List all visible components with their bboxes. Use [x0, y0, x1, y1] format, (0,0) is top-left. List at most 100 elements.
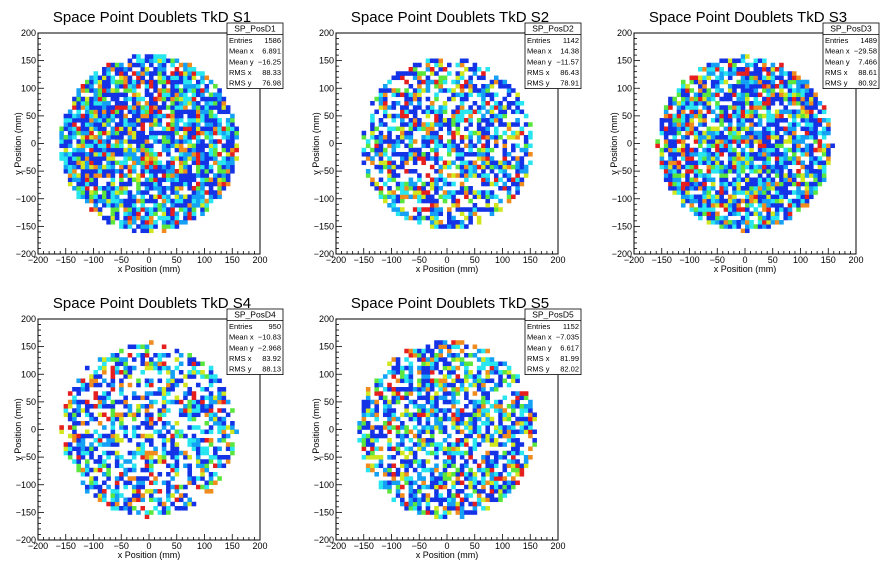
- heatmap-cell: [779, 135, 784, 140]
- heatmap-cell: [76, 194, 81, 200]
- heatmap-cell: [106, 181, 111, 187]
- heatmap-cell: [80, 455, 86, 460]
- heatmap-cell: [459, 514, 465, 520]
- heatmap-cell: [438, 58, 444, 64]
- heatmap-cell: [429, 370, 435, 375]
- heatmap-cell: [489, 421, 495, 426]
- heatmap-cell: [106, 109, 111, 115]
- heatmap-cell: [370, 455, 375, 460]
- heatmap-cell: [745, 139, 750, 144]
- heatmap-cell: [378, 425, 384, 430]
- heatmap-cell: [131, 207, 137, 212]
- heatmap-cell: [791, 130, 797, 136]
- heatmap-cell: [387, 484, 392, 490]
- heatmap-cell: [459, 96, 465, 102]
- heatmap-cell: [779, 79, 784, 85]
- heatmap-cell: [93, 190, 99, 195]
- stats-row-value: 1489: [860, 36, 877, 45]
- heatmap-cell: [123, 501, 128, 507]
- heatmap-cell: [93, 88, 99, 93]
- heatmap-cell: [727, 71, 733, 76]
- heatmap-cell: [523, 147, 529, 153]
- heatmap-cell: [757, 84, 763, 89]
- heatmap-cell: [698, 160, 703, 166]
- heatmap-cell: [123, 181, 128, 187]
- heatmap-cell: [230, 152, 235, 157]
- heatmap-cell: [511, 101, 516, 106]
- heatmap-cell: [408, 361, 414, 367]
- heatmap-cell: [136, 450, 141, 456]
- heatmap-cell: [438, 194, 444, 200]
- heatmap-cell: [438, 79, 444, 85]
- heatmap-cell: [144, 101, 150, 106]
- heatmap-cell: [447, 130, 452, 136]
- heatmap-cell: [387, 130, 392, 136]
- heatmap-cell: [84, 194, 90, 200]
- heatmap-cell: [472, 203, 478, 208]
- heatmap-cell: [693, 135, 699, 140]
- heatmap-cell: [425, 105, 431, 110]
- heatmap-cell: [434, 391, 439, 396]
- heatmap-cell: [511, 122, 516, 127]
- heatmap-cell: [204, 429, 210, 435]
- heatmap-cell: [800, 152, 806, 157]
- heatmap-cell: [412, 126, 418, 132]
- heatmap-cell: [170, 190, 175, 195]
- heatmap-cell: [447, 365, 452, 371]
- heatmap-cell: [114, 96, 120, 102]
- heatmap-cell: [740, 147, 746, 153]
- heatmap-cell: [425, 395, 431, 401]
- heatmap-cell: [745, 118, 750, 123]
- stats-box-frame: [226, 308, 284, 375]
- heatmap-cell: [84, 365, 90, 371]
- heatmap-cell: [804, 88, 810, 93]
- heatmap-cell: [127, 96, 133, 102]
- heatmap-cell: [485, 139, 490, 144]
- heatmap-cell: [442, 399, 448, 405]
- heatmap-cell: [417, 152, 422, 157]
- heatmap-cell: [72, 421, 77, 426]
- heatmap-cell: [127, 211, 133, 217]
- heatmap-cell: [114, 198, 120, 204]
- heatmap-cell: [170, 399, 175, 405]
- heatmap-cell: [412, 96, 418, 102]
- heatmap-cell: [63, 113, 69, 119]
- heatmap-cell: [425, 484, 431, 490]
- heatmap-cell: [417, 370, 422, 375]
- heatmap-cell: [123, 152, 128, 157]
- heatmap-cell: [93, 484, 99, 490]
- stats-box-name: SP_PosD2: [532, 24, 574, 34]
- heatmap-cell: [382, 113, 388, 119]
- heatmap-cell: [706, 198, 712, 204]
- heatmap-cell: [200, 476, 205, 481]
- heatmap-cell: [472, 382, 478, 388]
- heatmap-cell: [361, 416, 367, 422]
- heatmap-cell: [119, 62, 124, 68]
- heatmap-cell: [370, 442, 375, 447]
- heatmap-cell: [783, 211, 788, 217]
- heatmap-cell: [706, 220, 712, 225]
- heatmap-cell: [183, 152, 188, 157]
- heatmap-cell: [723, 113, 729, 119]
- heatmap-cell: [468, 139, 473, 144]
- heatmap-cell: [476, 382, 482, 388]
- heatmap-cell: [391, 160, 397, 166]
- heatmap-cell: [391, 152, 397, 157]
- heatmap-cell: [195, 203, 201, 208]
- heatmap-cell: [791, 173, 797, 178]
- heatmap-cell: [672, 186, 677, 191]
- heatmap-cell: [178, 105, 184, 110]
- x-tick-label: −150: [56, 255, 76, 265]
- heatmap-cell: [493, 370, 499, 375]
- heatmap-cell: [417, 84, 422, 89]
- x-tick-label: 0: [146, 541, 151, 551]
- heatmap-cell: [412, 71, 418, 76]
- heatmap-cell: [370, 177, 375, 183]
- heatmap-cell: [119, 472, 124, 477]
- heatmap-cell: [127, 198, 133, 204]
- heatmap-cell: [170, 387, 175, 392]
- heatmap-cell: [157, 169, 163, 174]
- heatmap-cell: [200, 169, 205, 174]
- heatmap-cell: [391, 203, 397, 208]
- heatmap-cell: [429, 382, 435, 388]
